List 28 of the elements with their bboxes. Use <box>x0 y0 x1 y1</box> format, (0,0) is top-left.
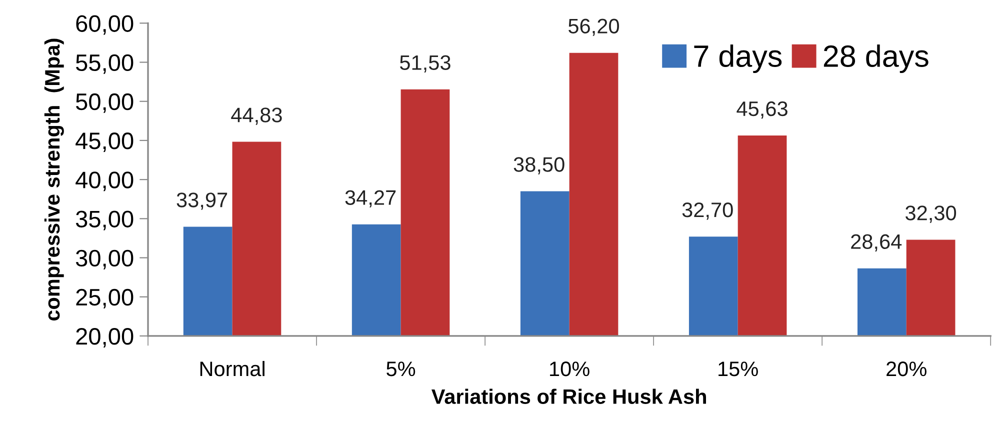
y-tick-label: 30,00 <box>76 250 134 270</box>
y-tick-label: 60,00 <box>76 15 134 35</box>
legend-label: 7 days <box>694 44 782 74</box>
data-label: 56,20 <box>568 18 620 36</box>
x-tick-label: Normal <box>200 360 264 376</box>
x-tick-label: 5% <box>386 362 416 376</box>
y-tick-label: 45,00 <box>76 132 134 152</box>
data-label: 28,64 <box>851 234 902 252</box>
y-tick-label: 40,00 <box>76 172 134 192</box>
x-tick-label: 20% <box>886 362 926 376</box>
y-tick-label: 55,00 <box>76 54 134 74</box>
data-label: 32,30 <box>906 206 956 223</box>
data-label: 44,83 <box>231 108 282 125</box>
y-tick-label: 20,00 <box>76 328 134 348</box>
legend-label: 28 days <box>824 44 928 74</box>
x-tick-label: 10% <box>550 362 590 376</box>
data-label: 51,53 <box>400 55 450 72</box>
data-label: 34,27 <box>345 190 396 208</box>
data-label: 32,70 <box>682 202 733 220</box>
x-axis-title: Variations of Rice Husk Ash <box>432 388 706 404</box>
data-label: 38,50 <box>514 157 564 174</box>
y-tick-label: 25,00 <box>76 288 134 308</box>
y-tick-label: 50,00 <box>76 93 134 113</box>
y-axis-title: compressive strength (Mpa) <box>44 38 64 321</box>
y-tick-label: 35,00 <box>76 210 134 230</box>
data-label: 45,63 <box>736 101 788 119</box>
x-tick-label: 15% <box>718 362 758 376</box>
data-label: 33,97 <box>176 192 228 210</box>
